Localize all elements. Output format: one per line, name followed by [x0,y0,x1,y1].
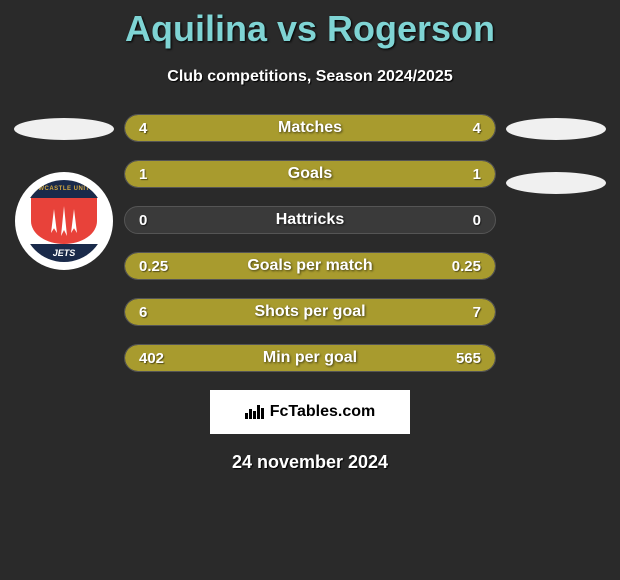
stat-bars-container: 44Matches11Goals00Hattricks0.250.25Goals… [124,114,496,372]
crest-top-text: NEWCASTLE UNITED [23,180,105,198]
team-crest-placeholder-right [506,172,606,194]
bar-value-left: 0 [139,207,147,233]
right-side-column [496,114,616,372]
team-crest-left: NEWCASTLE UNITED JETS [15,172,113,270]
bar-value-left: 1 [139,161,147,187]
left-side-column: NEWCASTLE UNITED JETS [4,114,124,372]
page-subtitle: Club competitions, Season 2024/2025 [0,68,620,86]
bar-value-left: 402 [139,345,164,371]
bar-fill-left [125,115,495,141]
player-photo-placeholder-right [506,118,606,140]
comparison-content: NEWCASTLE UNITED JETS 44Matches11Goals00… [0,114,620,372]
page-title: Aquilina vs Rogerson [0,0,620,50]
bar-value-left: 6 [139,299,147,325]
stat-bar: 0 0Hattricks [124,206,496,234]
stat-bar: 402565Min per goal [124,344,496,372]
bar-label: Hattricks [125,207,495,233]
stat-bar: 44Matches [124,114,496,142]
bar-fill-left [125,161,495,187]
footer-date: 24 november 2024 [0,452,620,473]
bar-chart-icon [245,405,264,419]
jet-icon [61,206,67,236]
crest-bottom-text: JETS [23,244,105,262]
bar-fill-full [125,299,495,325]
bar-value-left: 0.25 [139,253,168,279]
stat-bar: 0.250.25Goals per match [124,252,496,280]
bar-value-right: 1 [473,161,481,187]
bar-value-left: 4 [139,115,147,141]
stat-bar: 67Shots per goal [124,298,496,326]
footer-brand-badge: FcTables.com [210,390,410,434]
bar-value-right: 0 [473,207,481,233]
stat-bar: 11Goals [124,160,496,188]
crest-shield [31,198,97,244]
footer-brand-text: FcTables.com [270,403,376,421]
jet-icon [51,209,57,233]
bar-value-right: 4 [473,115,481,141]
bar-value-right: 565 [456,345,481,371]
bar-value-right: 0.25 [452,253,481,279]
player-photo-placeholder-left [14,118,114,140]
bar-fill-left [125,253,495,279]
jet-icon [71,209,77,233]
bar-value-right: 7 [473,299,481,325]
